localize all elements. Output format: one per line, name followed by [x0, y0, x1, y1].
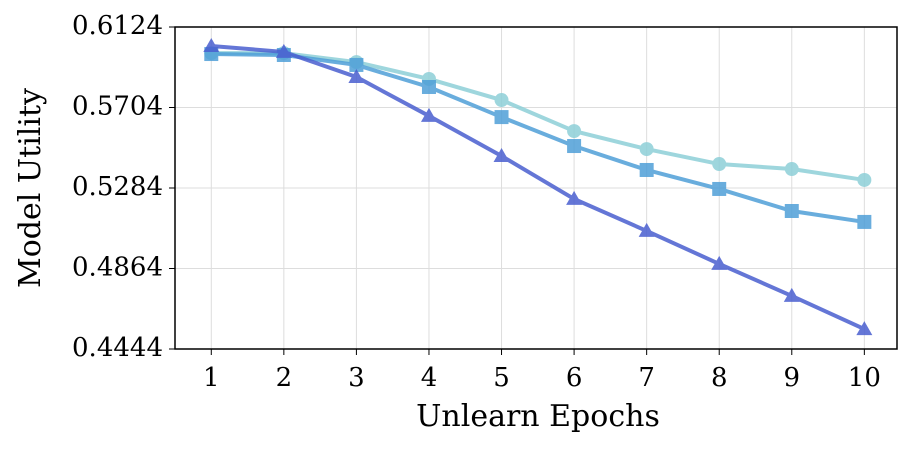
marker — [712, 181, 727, 196]
marker — [275, 43, 292, 58]
plot-frame — [174, 26, 898, 350]
marker — [639, 162, 654, 177]
y-tick-label: 0.6124 — [72, 11, 163, 41]
marker — [857, 172, 872, 187]
marker — [494, 93, 509, 108]
y-tick-label: 0.5704 — [72, 92, 163, 122]
line — [211, 52, 865, 224]
series — [204, 47, 872, 229]
marker — [349, 57, 364, 72]
marker — [639, 142, 654, 157]
marker — [494, 110, 509, 125]
x-tick-label: 9 — [784, 363, 801, 393]
marker — [784, 162, 799, 177]
x-tick-label: 10 — [848, 363, 881, 393]
x-tick-label: 3 — [348, 363, 365, 393]
marker — [567, 124, 582, 139]
marker — [857, 214, 872, 229]
x-tick-label: 4 — [421, 363, 438, 393]
marker — [783, 287, 800, 302]
marker — [638, 222, 655, 237]
x-tick-label: 1 — [203, 363, 220, 393]
marker — [856, 321, 873, 336]
marker — [421, 79, 436, 94]
marker — [567, 139, 582, 154]
x-tick-label: 8 — [711, 363, 728, 393]
marker — [711, 255, 728, 270]
marker — [712, 157, 727, 172]
series — [203, 37, 873, 336]
x-axis-label: Unlearn Epochs — [416, 399, 660, 434]
x-tick-label: 5 — [493, 363, 510, 393]
line — [211, 43, 866, 331]
x-tick-label: 6 — [566, 363, 583, 393]
marker — [348, 69, 365, 84]
marker — [784, 204, 799, 218]
y-tick-label: 0.4864 — [72, 253, 163, 283]
y-tick-label: 0.4444 — [72, 333, 163, 363]
marker — [420, 107, 437, 122]
series — [204, 46, 872, 187]
x-tick-label: 2 — [276, 363, 293, 393]
line — [211, 51, 865, 182]
x-tick-label: 7 — [638, 363, 655, 393]
marker — [493, 147, 510, 162]
marker — [566, 190, 583, 205]
y-axis-label: Model Utility — [13, 88, 48, 288]
marker — [203, 37, 220, 52]
y-tick-label: 0.5284 — [72, 172, 163, 202]
